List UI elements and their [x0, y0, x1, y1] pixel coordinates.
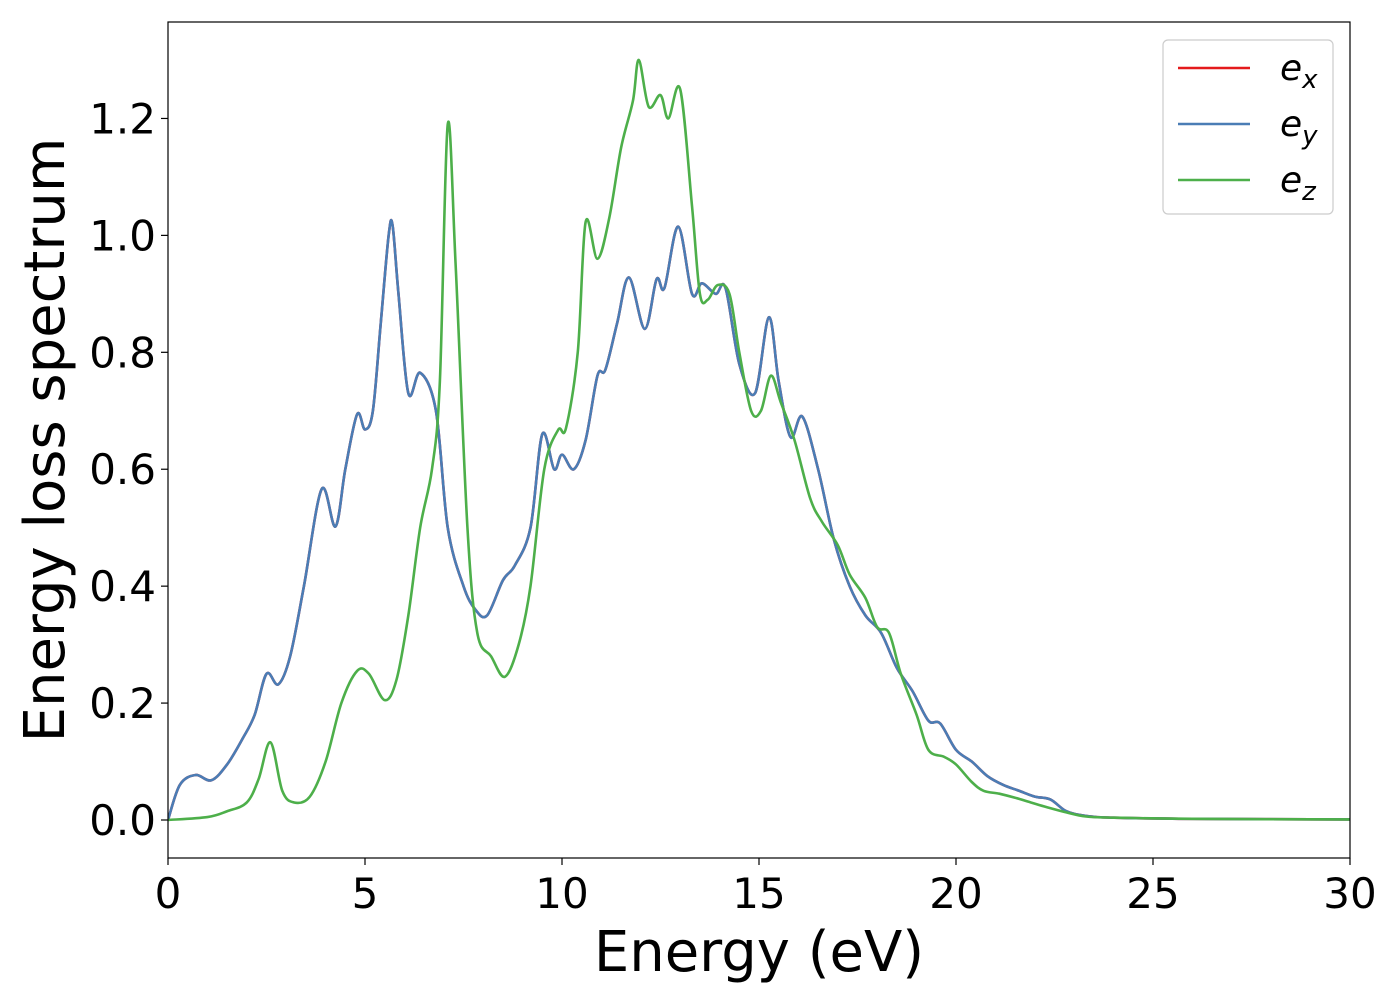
- legend: ex ey ez: [1162, 39, 1334, 215]
- x-tick-label: 5: [352, 869, 379, 918]
- y-axis: 0.0 0.2 0.4 0.6 0.8 1.0 1.2: [89, 94, 168, 845]
- y-tick-label: 1.2: [89, 94, 156, 143]
- x-axis: 0 5 10 15 20 25 30: [155, 858, 1377, 918]
- y-tick-label: 0.8: [89, 328, 156, 377]
- y-tick-label: 0.6: [89, 445, 156, 494]
- x-tick-label: 25: [1126, 869, 1179, 918]
- legend-label: ez: [1280, 160, 1317, 207]
- x-tick-label: 0: [155, 869, 182, 918]
- legend-label: ey: [1280, 104, 1318, 151]
- series-line-e-z: [168, 58, 1350, 822]
- y-axis-label: Energy loss spectrum: [13, 138, 78, 743]
- x-tick-label: 10: [535, 869, 588, 918]
- x-tick-label: 15: [732, 869, 785, 918]
- x-axis-label: Energy (eV): [594, 920, 924, 985]
- legend-box: [1162, 39, 1334, 215]
- series-line-e-y: [168, 218, 1350, 821]
- legend-label: ex: [1280, 48, 1318, 95]
- series-layer: [168, 58, 1350, 822]
- y-tick-label: 1.0: [89, 211, 156, 260]
- x-tick-label: 30: [1323, 869, 1376, 918]
- y-tick-label: 0.2: [89, 679, 156, 728]
- x-tick-label: 20: [929, 869, 982, 918]
- y-tick-label: 0.4: [89, 562, 156, 611]
- y-tick-label: 0.0: [89, 796, 156, 845]
